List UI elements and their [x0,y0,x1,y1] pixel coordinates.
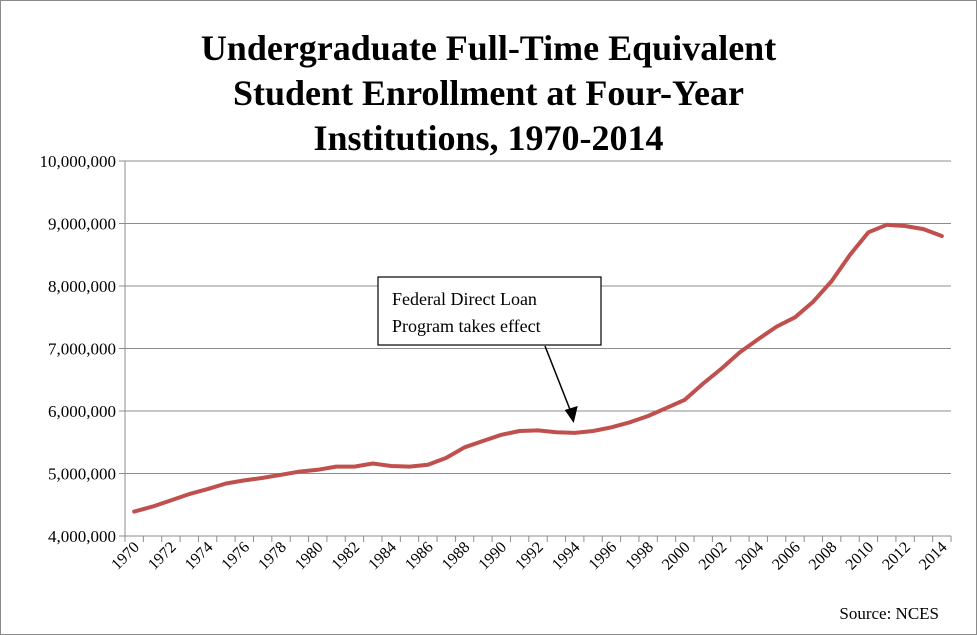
x-tick-label: 1990 [475,539,510,574]
x-tick-label: 1986 [402,539,437,574]
x-tick-label: 2014 [916,539,951,574]
x-tick-label: 1992 [512,539,547,574]
x-tick-label: 1972 [145,539,180,574]
series-line [132,222,944,514]
x-tick-label: 1988 [439,539,474,574]
x-tick-label: 1998 [622,539,657,574]
source-note: Source: NCES [839,604,939,623]
y-tick-label: 8,000,000 [48,277,116,296]
x-tick-label: 2000 [659,539,694,574]
x-tick-label: 2004 [732,539,767,574]
x-tick-label: 1984 [365,539,400,574]
x-tick-label: 1982 [329,539,364,574]
x-tick-label: 2010 [843,539,878,574]
annotation-arrowhead [564,406,578,423]
x-tick-label: 2008 [806,539,841,574]
x-tick-label: 2012 [879,539,914,574]
y-tick-label: 6,000,000 [48,402,116,421]
annotation-arrow [544,345,575,420]
y-tick-label: 9,000,000 [48,215,116,234]
y-tick-label: 10,000,000 [40,152,117,171]
annotation-box [377,276,602,346]
x-tick-label: 1978 [255,539,290,574]
x-tick-label: 1996 [586,539,621,574]
y-tick-label: 4,000,000 [48,527,116,546]
x-tick-label: 1974 [182,539,217,574]
x-tick-label: 1980 [292,539,327,574]
x-tick-label: 1976 [218,539,253,574]
y-tick-label: 5,000,000 [48,465,116,484]
x-tick-label: 2006 [769,539,804,574]
y-tick-label: 7,000,000 [48,340,116,359]
x-tick-label: 2002 [696,539,731,574]
annotation-text: Federal Direct Loan [392,289,537,309]
x-tick-label: 1994 [549,539,584,574]
chart-title: Undergraduate Full-Time Equivalent Stude… [200,28,777,158]
annotation-text: Program takes effect [392,316,541,336]
